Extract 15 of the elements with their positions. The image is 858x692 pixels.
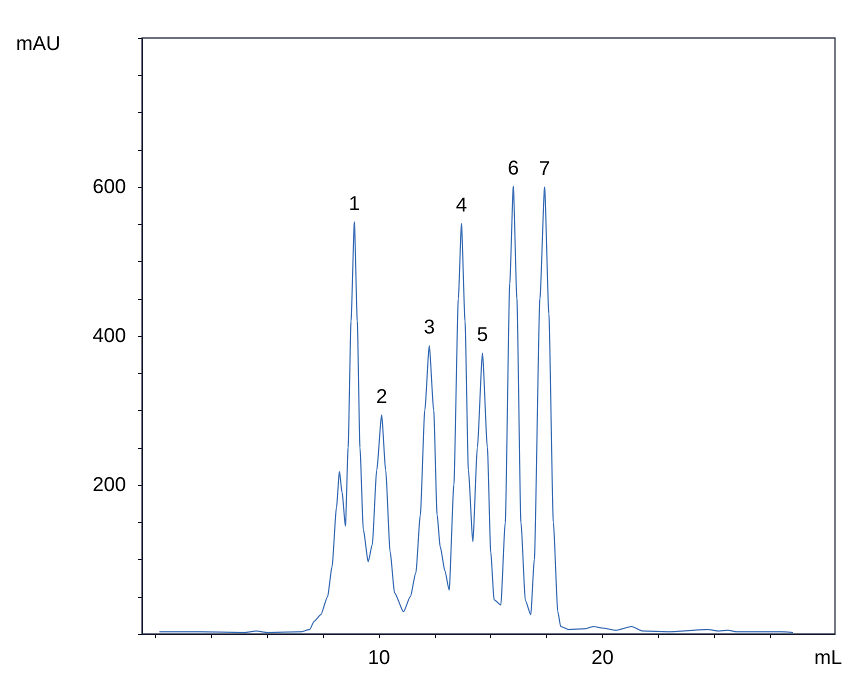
x-tick-label: 20 [591, 647, 614, 669]
annotation: 1 [348, 193, 360, 216]
annotation: 4 [456, 194, 468, 217]
y-tick-label: 400 [92, 325, 126, 347]
x-tick-label: 10 [368, 647, 390, 669]
y-tick-label: 600 [92, 176, 126, 198]
y-axis-title: mAU [16, 33, 60, 55]
y-tick-label: 200 [92, 474, 126, 496]
annotation: 3 [424, 316, 435, 339]
annotation: 7 [539, 158, 550, 180]
line-series [159, 186, 794, 634]
annotation: 2 [376, 386, 388, 408]
x-axis-title: mL [814, 647, 842, 669]
annotation: 5 [476, 324, 488, 346]
annotation: 6 [508, 157, 519, 180]
